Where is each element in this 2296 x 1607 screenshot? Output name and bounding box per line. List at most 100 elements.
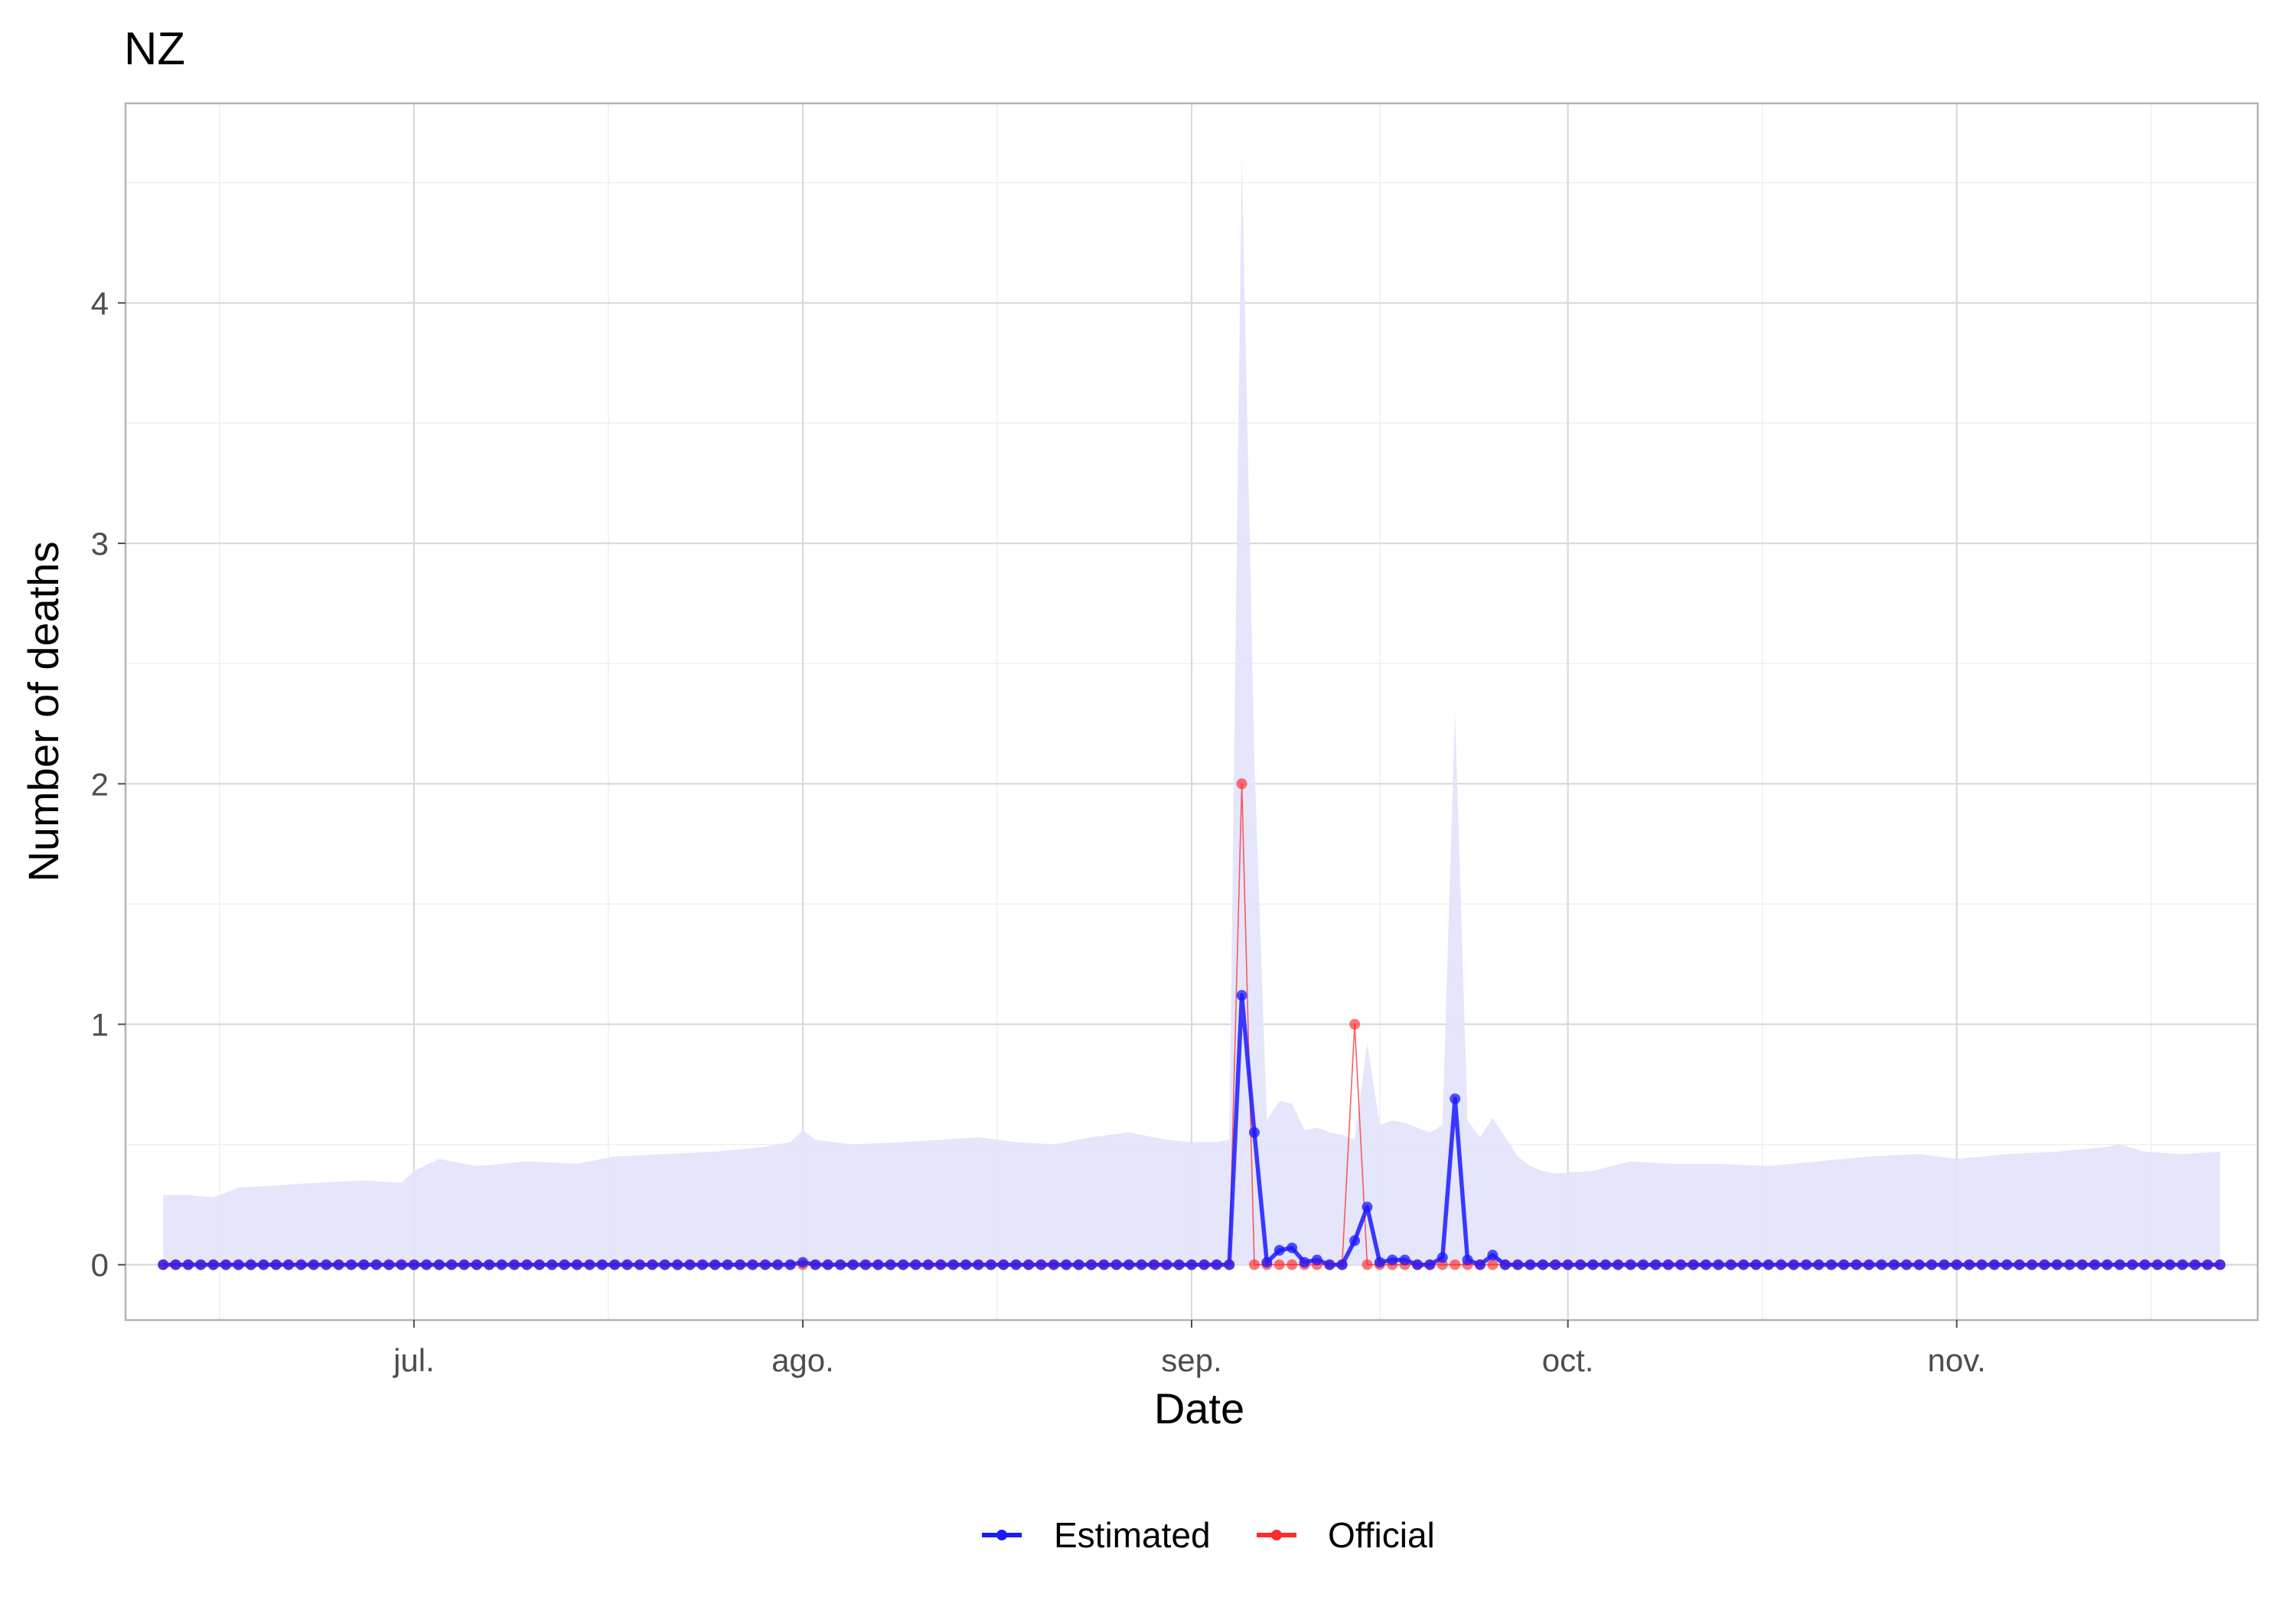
estimated-point [220, 1259, 232, 1270]
estimated-point [1124, 1259, 1135, 1270]
estimated-point [822, 1259, 833, 1270]
estimated-point [1362, 1201, 1373, 1213]
estimated-point [270, 1259, 282, 1270]
estimated-point [2114, 1259, 2125, 1270]
estimated-point [1700, 1259, 1711, 1270]
estimated-point [446, 1259, 458, 1270]
estimated-point [2177, 1259, 2188, 1270]
estimated-point [935, 1259, 947, 1270]
estimated-point [2051, 1259, 2063, 1270]
y-tick-label: 3 [91, 526, 109, 562]
estimated-point [1148, 1259, 1159, 1270]
estimated-point [321, 1259, 332, 1270]
estimated-uncertainty-band [163, 158, 2220, 1265]
estimated-point [1324, 1259, 1336, 1270]
estimated-point [207, 1259, 219, 1270]
estimated-point [559, 1259, 570, 1270]
estimated-point [1625, 1259, 1636, 1270]
estimated-point [1662, 1259, 1674, 1270]
estimated-point [2027, 1259, 2038, 1270]
estimated-point [533, 1259, 545, 1270]
estimated-point [1801, 1259, 1812, 1270]
estimated-point [521, 1259, 533, 1270]
estimated-point [735, 1259, 746, 1270]
estimated-point [496, 1259, 507, 1270]
estimated-point [1876, 1259, 1887, 1270]
estimated-point [1061, 1259, 1072, 1270]
estimated-point [647, 1259, 658, 1270]
estimated-point [1035, 1259, 1047, 1270]
estimated-point [835, 1259, 846, 1270]
estimated-point [947, 1259, 959, 1270]
estimated-point [621, 1259, 633, 1270]
x-axis: jul. ago. sep. oct. nov. [392, 1320, 1986, 1378]
estimated-point [1336, 1259, 1348, 1270]
estimated-point [1838, 1259, 1850, 1270]
estimated-point [1575, 1259, 1587, 1270]
estimated-point [1462, 1254, 1473, 1266]
estimated-point [308, 1259, 319, 1270]
legend-item-official: Official [1257, 1515, 1435, 1555]
estimated-point [872, 1259, 884, 1270]
plot-panel [124, 102, 2259, 1322]
estimated-point [1098, 1259, 1110, 1270]
official-point [1274, 1259, 1285, 1270]
estimated-point [408, 1259, 419, 1270]
legend-estimated-marker [996, 1530, 1007, 1540]
estimated-point [1851, 1259, 1862, 1270]
estimated-point [195, 1259, 207, 1270]
estimated-point [885, 1259, 896, 1270]
estimated-points [158, 989, 2226, 1270]
estimated-point [847, 1259, 859, 1270]
estimated-point [1199, 1259, 1210, 1270]
estimated-point [659, 1259, 670, 1270]
estimated-point [898, 1259, 909, 1270]
official-point [1287, 1259, 1298, 1270]
estimated-point [2214, 1259, 2226, 1270]
estimated-point [684, 1259, 696, 1270]
estimated-point [1550, 1259, 1561, 1270]
estimated-point [1613, 1259, 1624, 1270]
x-tick-label: sep. [1161, 1342, 1221, 1378]
estimated-point [1562, 1259, 1574, 1270]
estimated-point [1211, 1259, 1222, 1270]
estimated-point [1186, 1259, 1197, 1270]
official-point [1236, 778, 1247, 790]
estimated-point [158, 1259, 169, 1270]
estimated-point [1424, 1259, 1436, 1270]
x-tick-label: oct. [1542, 1342, 1594, 1378]
estimated-point [609, 1259, 621, 1270]
legend-label-official: Official [1328, 1515, 1435, 1555]
estimated-point [2039, 1259, 2050, 1270]
estimated-point [182, 1259, 194, 1270]
y-axis: 0 1 2 3 4 [91, 285, 126, 1283]
estimated-point [973, 1259, 984, 1270]
estimated-point [2076, 1259, 2088, 1270]
estimated-point [1450, 1093, 1461, 1104]
estimated-point [546, 1259, 558, 1270]
estimated-point [1525, 1259, 1536, 1270]
legend-item-estimated: Estimated [982, 1515, 1211, 1555]
estimated-point [1863, 1259, 1874, 1270]
estimated-point [1437, 1252, 1448, 1263]
estimated-point [433, 1259, 445, 1270]
estimated-point [509, 1259, 520, 1270]
estimated-point [1311, 1254, 1322, 1266]
estimated-point [1725, 1259, 1737, 1270]
estimated-point [283, 1259, 295, 1270]
y-axis-title: Number of deaths [19, 541, 67, 882]
estimated-point [1236, 989, 1247, 1001]
legend-label-estimated: Estimated [1054, 1515, 1211, 1555]
estimated-point [1888, 1259, 1900, 1270]
chart-title: NZ [124, 23, 185, 74]
estimated-point [2139, 1259, 2151, 1270]
estimated-point [1474, 1259, 1486, 1270]
estimated-point [345, 1259, 357, 1270]
official-point [1450, 1259, 1461, 1270]
estimated-point [2089, 1259, 2100, 1270]
estimated-point [1637, 1259, 1649, 1270]
estimated-point [2164, 1259, 2176, 1270]
y-tick-label: 1 [91, 1006, 109, 1042]
x-tick-label: nov. [1928, 1342, 1986, 1378]
